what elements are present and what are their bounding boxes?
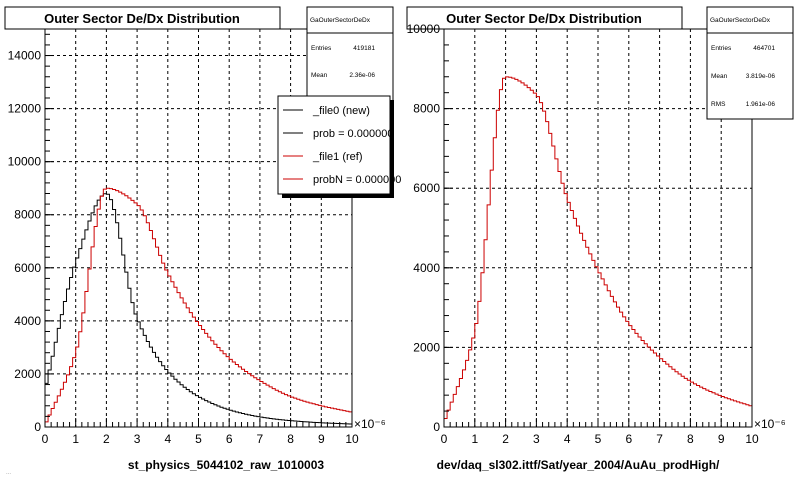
left-x-tick-label: 1	[72, 432, 79, 446]
right-x-tick-label: 8	[687, 432, 694, 446]
right-axes: 0 1 2 3 4 5 6 7 8 9 10 0 2000 4000 6000 8000 10000	[407, 22, 759, 446]
right-x-tick-label: 1	[471, 432, 478, 446]
left-y-tick-label: 6000	[14, 261, 41, 275]
left-x-tick-label: 5	[195, 432, 202, 446]
right-x-tick-label: 5	[595, 432, 602, 446]
right-stats-box	[706, 6, 794, 120]
left-x-tick-label: 4	[164, 432, 171, 446]
right-x-exponent: ×10⁻⁶	[754, 417, 786, 431]
right-y-tick-label: 2000	[413, 340, 440, 354]
right-x-tick-label: 3	[533, 432, 540, 446]
right-stats-entries-value: 464701	[753, 45, 775, 52]
right-stats-mean-label: Mean	[711, 73, 728, 80]
legend-entry-probn: probN = 0.000000	[313, 174, 401, 186]
legend-entry-prob: prob = 0.000000	[313, 128, 393, 140]
left-grid	[45, 29, 352, 427]
left-stats-mean-label: Mean	[311, 72, 328, 79]
right-y-tick-label: 0	[433, 420, 440, 434]
right-x-tick-label: 9	[718, 432, 725, 446]
right-x-axis-label: dev/daq_sl302.ittf/Sat/year_2004/AuAu_pr…	[437, 458, 720, 472]
left-y-tick-label: 4000	[14, 314, 41, 328]
left-chart-title: Outer Sector De/Dx Distribution	[44, 11, 240, 26]
left-stats-mean-value: 2.36e-06	[349, 72, 375, 79]
right-y-tick-label: 8000	[413, 102, 440, 116]
right-series-0-histogram	[443, 76, 752, 427]
right-y-tick-label: 6000	[413, 181, 440, 195]
left-x-exponent: ×10⁻⁶	[354, 417, 386, 431]
left-x-tick-label: 2	[103, 432, 110, 446]
left-y-tick-label: 8000	[14, 208, 41, 222]
right-x-tick-label: 2	[502, 432, 509, 446]
right-stats-mean-value: 3.819e-06	[746, 73, 776, 80]
left-x-tick-label: 0	[42, 432, 49, 446]
right-stats-rms-label: RMS	[711, 101, 726, 108]
left-x-tick-label: 7	[257, 432, 264, 446]
right-x-tick-label: 0	[441, 432, 448, 446]
legend-entry-new: _file0 (new)	[312, 105, 370, 117]
left-x-axis-label: st_physics_5044102_raw_1010003	[128, 458, 324, 472]
left-x-tick-label: 10	[345, 432, 359, 446]
left-stats-entries-value: 419181	[353, 45, 375, 52]
left-y-tick-label: 12000	[8, 102, 42, 116]
left-y-tick-label: 14000	[8, 49, 42, 63]
legend-box	[277, 95, 391, 195]
left-x-tick-label: 9	[318, 432, 325, 446]
right-y-tick-label: 4000	[413, 261, 440, 275]
right-x-tick-label: 10	[745, 432, 759, 446]
right-histogram-panel: Outer Sector De/Dx Distribution 0 1 2 3 4 5 6 7…	[406, 6, 794, 472]
right-grid	[444, 29, 752, 427]
right-stats-rms-value: 1.961e-06	[746, 101, 776, 108]
left-x-tick-label: 8	[287, 432, 294, 446]
right-x-tick-label: 7	[656, 432, 663, 446]
right-y-tick-label: 10000	[407, 22, 441, 36]
left-y-tick-label: 0	[34, 420, 41, 434]
left-histogram-panel: Outer Sector De/Dx Distribution 0 1 2 3 4 5 6 7…	[4, 6, 401, 472]
right-series-layer	[443, 76, 752, 427]
left-series-layer	[44, 187, 352, 427]
left-stats-entries-label: Entries	[311, 45, 332, 52]
right-stats-entries-label: Entries	[711, 45, 732, 52]
right-x-tick-label: 4	[564, 432, 571, 446]
left-x-tick-label: 3	[134, 432, 141, 446]
right-chart-title: Outer Sector De/Dx Distribution	[446, 11, 642, 26]
left-axes: 0 1 2 3 4 5 6 7 8 9 10 0 2000 4000 6000 8000 10000 12000 1…	[8, 33, 359, 446]
left-y-tick-label: 10000	[8, 155, 42, 169]
left-y-tick-label: 2000	[14, 367, 41, 381]
left-stats-name: GaOuterSectorDeDx	[310, 17, 371, 24]
right-x-tick-label: 6	[625, 432, 632, 446]
left-series-0-histogram	[44, 193, 352, 427]
left-x-tick-label: 6	[226, 432, 233, 446]
footer-note: ...	[6, 470, 11, 476]
legend-entry-ref: _file1 (ref)	[312, 151, 363, 163]
right-stats-name: GaOuterSectorDeDx	[710, 17, 771, 24]
left-series-1-histogram	[44, 187, 352, 427]
